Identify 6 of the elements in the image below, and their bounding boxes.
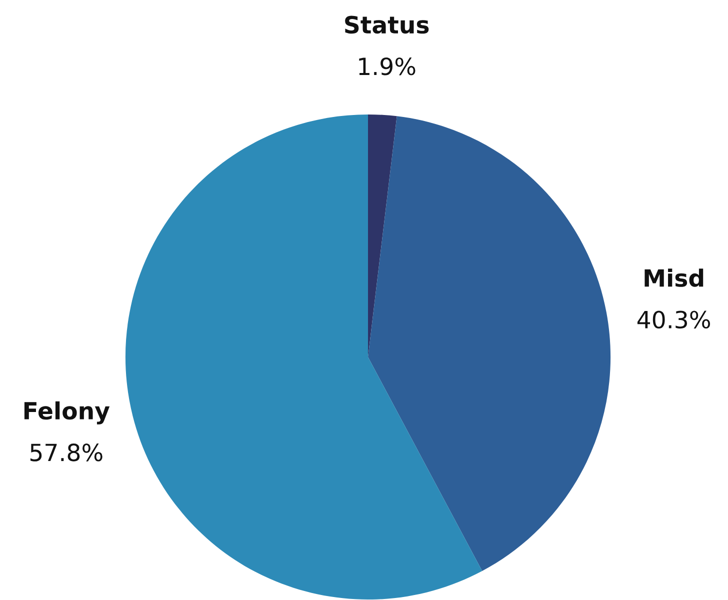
slice-label: Felony xyxy=(24,401,110,424)
slice-label: Misd xyxy=(644,268,704,287)
data-label: 40.3% xyxy=(637,310,710,329)
data-label: 57.8% xyxy=(30,444,102,462)
slice-label: Status xyxy=(345,16,429,34)
data-label: 1.9% xyxy=(359,57,416,76)
